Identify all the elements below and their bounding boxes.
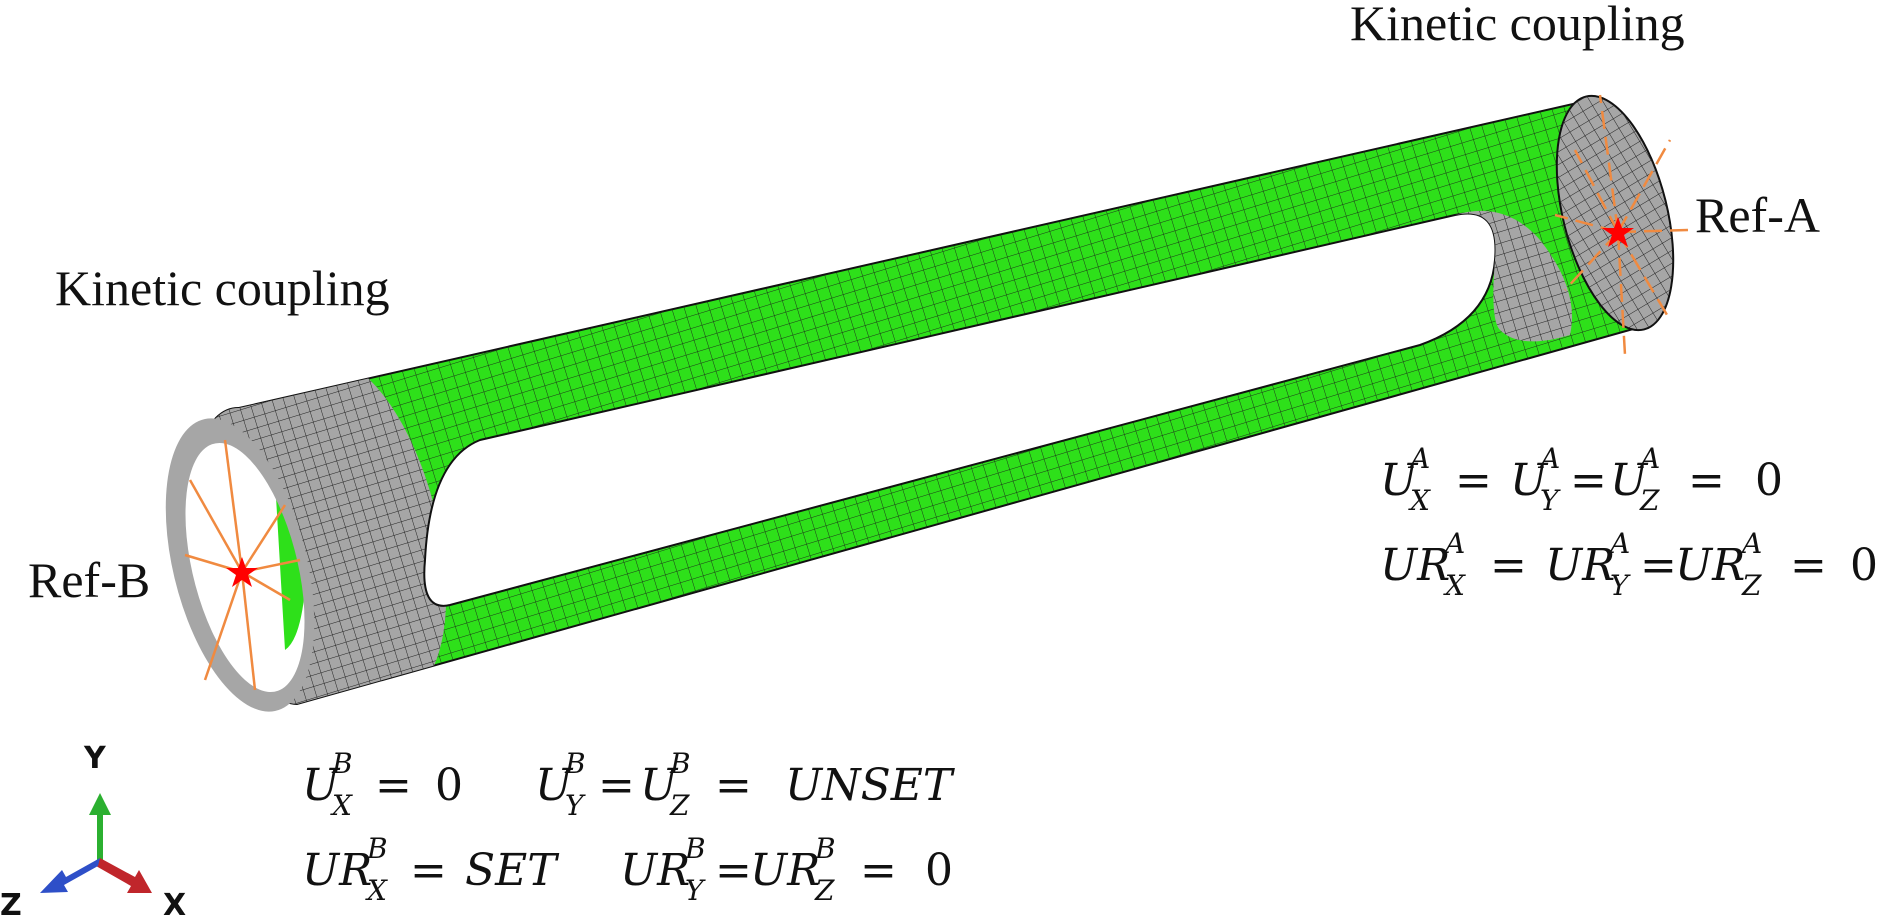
z-axis-arrow-icon <box>40 858 100 893</box>
svg-text:X: X <box>1443 569 1466 602</box>
equation-b-line2: UR B X = SET UR B Y = UR B Z = 0 <box>302 832 953 907</box>
svg-text:Y: Y <box>1610 569 1631 602</box>
equation-b-line1: U B X = 0 U B Y = U B Z = UNSET <box>302 747 956 822</box>
svg-text:B: B <box>366 832 388 865</box>
svg-text:=: = <box>598 760 635 811</box>
equation-a-line2: UR A X = UR A Y = UR A Z = 0 <box>1380 527 1878 602</box>
svg-text:U: U <box>1610 455 1649 506</box>
svg-text:X: X <box>1408 484 1431 517</box>
svg-text:U: U <box>302 760 341 811</box>
svg-text:B: B <box>814 832 836 865</box>
svg-text:U: U <box>535 760 574 811</box>
coordinate-triad: Y X Z <box>0 741 186 919</box>
x-axis-arrow-icon <box>96 858 152 893</box>
svg-text:Y: Y <box>565 789 586 822</box>
svg-text:=: = <box>1490 540 1527 591</box>
svg-text:UR: UR <box>620 845 690 896</box>
x-axis-label: X <box>163 888 186 919</box>
svg-text:U: U <box>1380 455 1419 506</box>
svg-text:UNSET: UNSET <box>785 760 956 811</box>
svg-text:U: U <box>640 760 679 811</box>
svg-text:=: = <box>715 760 752 811</box>
svg-text:=: = <box>1790 540 1827 591</box>
ref-b-label: Ref-B <box>28 552 150 608</box>
kinetic-coupling-label-left: Kinetic coupling <box>55 260 390 316</box>
svg-text:A: A <box>1637 442 1660 475</box>
svg-text:B: B <box>684 832 706 865</box>
z-axis-label: Z <box>0 888 22 919</box>
svg-text:Z: Z <box>1639 484 1660 517</box>
svg-text:=: = <box>860 845 897 896</box>
svg-text:A: A <box>1607 527 1630 560</box>
svg-text:SET: SET <box>465 845 560 896</box>
svg-text:=: = <box>1640 540 1677 591</box>
y-axis-arrow-icon <box>89 793 111 860</box>
svg-text:UR: UR <box>302 845 372 896</box>
equation-a-line1: U A X = U A Y = U A Z = 0 <box>1380 442 1783 517</box>
ref-point-b-marker <box>226 557 258 587</box>
svg-text:UR: UR <box>750 845 820 896</box>
svg-text:Y: Y <box>1540 484 1561 517</box>
svg-text:A: A <box>1407 442 1430 475</box>
svg-text:=: = <box>1455 455 1492 506</box>
svg-text:0: 0 <box>1755 455 1783 506</box>
svg-text:Z: Z <box>669 789 690 822</box>
svg-text:Y: Y <box>685 874 706 907</box>
svg-text:X: X <box>365 874 388 907</box>
coupling-lines-a <box>1554 94 1691 356</box>
svg-text:Z: Z <box>1741 569 1762 602</box>
svg-text:X: X <box>330 789 353 822</box>
svg-text:B: B <box>331 747 353 780</box>
y-axis-label: Y <box>83 741 107 776</box>
svg-text:Z: Z <box>814 874 835 907</box>
svg-text:0: 0 <box>435 760 463 811</box>
svg-text:0: 0 <box>1850 540 1878 591</box>
svg-text:A: A <box>1537 442 1560 475</box>
kinetic-coupling-label-top: Kinetic coupling <box>1350 0 1685 51</box>
ref-point-a-marker <box>1602 217 1634 247</box>
ref-a-label: Ref-A <box>1695 187 1820 243</box>
svg-text:UR: UR <box>1380 540 1450 591</box>
tube-body <box>165 94 1675 712</box>
svg-text:UR: UR <box>1545 540 1615 591</box>
svg-text:=: = <box>1570 455 1607 506</box>
svg-text:A: A <box>1739 527 1762 560</box>
svg-text:=: = <box>410 845 447 896</box>
svg-text:UR: UR <box>1675 540 1745 591</box>
svg-text:0: 0 <box>925 845 953 896</box>
svg-text:B: B <box>564 747 586 780</box>
svg-text:=: = <box>375 760 412 811</box>
svg-text:A: A <box>1442 527 1465 560</box>
svg-text:U: U <box>1510 455 1549 506</box>
svg-text:B: B <box>669 747 691 780</box>
coupling-lines-b <box>184 439 301 691</box>
svg-text:=: = <box>1688 455 1725 506</box>
svg-text:=: = <box>715 845 752 896</box>
